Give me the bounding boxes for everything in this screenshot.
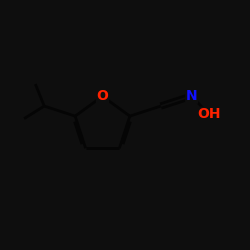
Text: N: N	[186, 89, 198, 103]
Text: OH: OH	[197, 107, 220, 121]
Text: O: O	[96, 89, 108, 103]
